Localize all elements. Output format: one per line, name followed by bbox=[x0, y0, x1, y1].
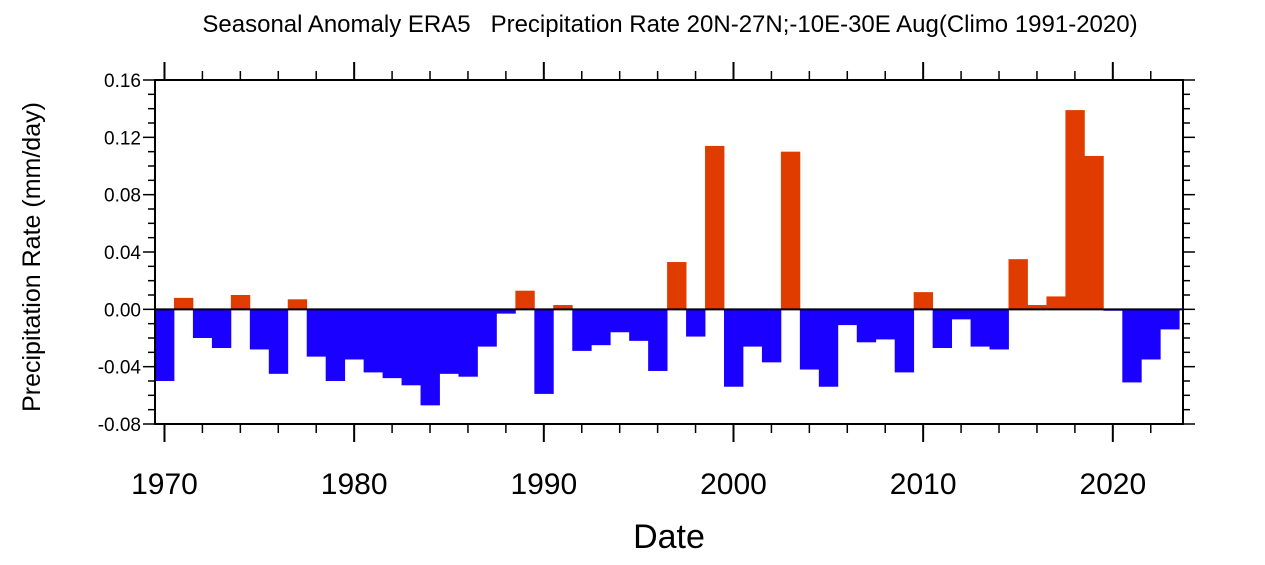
bar-1989 bbox=[515, 290, 535, 310]
bar-2005 bbox=[818, 309, 839, 387]
bar-1994 bbox=[610, 309, 630, 333]
bar-2007 bbox=[856, 309, 877, 343]
y-tick-label: 0.00 bbox=[104, 300, 141, 321]
bar-2001 bbox=[742, 309, 763, 347]
bar-1997 bbox=[667, 262, 687, 310]
bar-1972 bbox=[192, 309, 213, 338]
x-axis-label: Date bbox=[633, 518, 705, 556]
bar-2009 bbox=[894, 309, 915, 373]
bar-1981 bbox=[363, 309, 383, 373]
bar-1975 bbox=[249, 309, 270, 350]
y-tick-label: 0.04 bbox=[104, 243, 141, 264]
bar-2016 bbox=[1027, 305, 1047, 310]
bar-2023 bbox=[1160, 309, 1180, 330]
axis-ticks-group: 1970 1980 1990 2000 2010 2020 -0.08 -0.04 0.00 0.… bbox=[98, 62, 1195, 501]
bar-1977 bbox=[287, 299, 308, 310]
bar-1978 bbox=[306, 309, 327, 357]
y-tick-label: 0.16 bbox=[104, 71, 141, 92]
bar-1973 bbox=[211, 309, 232, 349]
bar-2004 bbox=[799, 309, 820, 370]
x-tick-label-1970: 1970 bbox=[131, 468, 198, 501]
y-tick-label: -0.04 bbox=[98, 358, 142, 379]
bar-1999 bbox=[705, 145, 725, 310]
bar-2018 bbox=[1065, 110, 1085, 310]
bar-2015 bbox=[1008, 259, 1028, 310]
bar-1983 bbox=[401, 309, 421, 386]
bar-1992 bbox=[572, 309, 592, 351]
bar-1985 bbox=[439, 309, 459, 374]
x-tick-label-2000: 2000 bbox=[700, 468, 767, 501]
y-tick-label: 0.08 bbox=[104, 186, 141, 207]
bar-2014 bbox=[989, 309, 1009, 350]
bar-2008 bbox=[875, 309, 896, 340]
bar-2019 bbox=[1084, 155, 1104, 310]
bar-1988 bbox=[496, 309, 516, 314]
bar-1976 bbox=[268, 309, 289, 374]
bar-1974 bbox=[230, 295, 251, 310]
bar-2003 bbox=[780, 151, 801, 310]
bar-1993 bbox=[591, 309, 611, 346]
chart-title: Seasonal Anomaly ERA5 Precipitation Rate… bbox=[202, 11, 1137, 38]
bar-1970 bbox=[155, 309, 175, 381]
bar-2017 bbox=[1046, 296, 1066, 310]
bar-1980 bbox=[344, 309, 365, 360]
bar-1971 bbox=[173, 297, 194, 310]
bar-2013 bbox=[970, 309, 990, 347]
bar-2022 bbox=[1141, 309, 1161, 360]
x-tick-label-1980: 1980 bbox=[321, 468, 388, 501]
y-tick-label: -0.08 bbox=[98, 415, 141, 436]
bar-1998 bbox=[686, 309, 706, 337]
bar-1986 bbox=[458, 309, 478, 377]
x-tick-label-2020: 2020 bbox=[1079, 468, 1146, 501]
bar-1991 bbox=[553, 305, 573, 310]
bar-2000 bbox=[724, 309, 744, 387]
bar-1990 bbox=[534, 309, 554, 394]
bar-2006 bbox=[837, 309, 858, 326]
bars-group bbox=[155, 110, 1180, 406]
bar-2021 bbox=[1122, 309, 1142, 383]
bar-1979 bbox=[325, 309, 346, 381]
x-tick-label-2010: 2010 bbox=[890, 468, 957, 501]
y-axis-label: Precipitation Rate (mm/day) bbox=[18, 102, 46, 412]
bar-1984 bbox=[420, 309, 440, 406]
bar-2010 bbox=[913, 292, 934, 310]
bar-2002 bbox=[761, 309, 782, 363]
bar-1982 bbox=[382, 309, 402, 379]
bar-1996 bbox=[648, 309, 668, 371]
bar-2011 bbox=[932, 309, 953, 349]
bar-1987 bbox=[477, 309, 497, 347]
bar-1995 bbox=[629, 309, 649, 341]
x-tick-label-1990: 1990 bbox=[510, 468, 577, 501]
plot-frame bbox=[154, 79, 1184, 425]
bar-2012 bbox=[951, 309, 971, 320]
y-tick-label: 0.12 bbox=[104, 128, 141, 149]
